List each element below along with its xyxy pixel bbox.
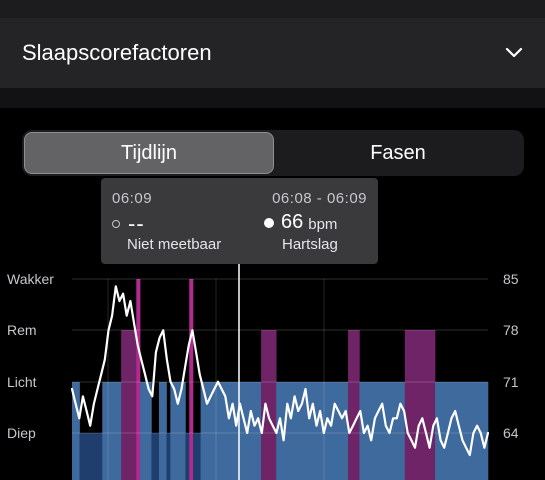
tooltip-stage-time: 06:09 (112, 190, 153, 207)
stage-segment-licht (158, 382, 167, 480)
stage-axis-label: Wakker (7, 271, 54, 287)
heart-rate-line (70, 285, 490, 457)
stage-segment-diep (166, 433, 171, 480)
hr-axis-label: 85 (503, 271, 519, 287)
tooltip-stage-value-group: -- (112, 211, 145, 237)
tab-tijdlijn[interactable]: Tijdlijn (24, 132, 274, 174)
tooltip-hr-value-group: 66 bpm (264, 211, 337, 234)
stage-segment-wakker (189, 279, 194, 480)
stage-segment-licht (276, 382, 349, 480)
top-strip (0, 0, 545, 18)
stage-segment-wakker (136, 279, 141, 480)
empty-circle-icon (112, 220, 120, 228)
stage-segment-licht (72, 382, 80, 480)
stage-segment-licht (170, 382, 186, 480)
tab-fasen[interactable]: Fasen (370, 141, 426, 164)
sleep-score-factors-header[interactable]: Slaapscorefactoren (0, 18, 545, 88)
view-segmented-control: Tijdlijn Fasen (22, 130, 524, 176)
tooltip-stage-label: Niet meetbaar (127, 236, 222, 253)
stage-segment-licht (102, 382, 122, 480)
tooltip-hr-time: 06:08 - 06:09 (272, 190, 367, 207)
stage-segment-diep (79, 433, 103, 480)
stage-segment-rem (404, 330, 436, 480)
sleep-timeline-chart[interactable]: Wakker Rem Licht Diep 85 78 71 64 (0, 260, 545, 480)
tooltip-hr-value: 66 (281, 211, 304, 233)
section-separator (0, 88, 545, 108)
hr-axis-label: 64 (503, 425, 519, 441)
tooltip-hr-unit: bpm (308, 215, 338, 233)
tooltip-stage-value: -- (128, 211, 145, 236)
section-title: Slaapscorefactoren (22, 40, 212, 65)
stage-segment-rem (121, 330, 137, 480)
hr-axis-label: 78 (503, 322, 519, 338)
stage-segment-rem (261, 330, 277, 480)
stage-segment-licht (140, 382, 152, 480)
chevron-down-icon[interactable] (505, 47, 523, 59)
stage-segment-diep (151, 433, 160, 480)
filled-circle-icon (264, 217, 274, 228)
tooltip-hr-label: Hartslag (282, 236, 338, 253)
stage-axis-label: Rem (7, 322, 37, 338)
stage-segment-rem (348, 330, 360, 480)
stage-segment-licht (359, 382, 406, 480)
stage-segment-diep (185, 433, 190, 480)
stage-segment-diep (193, 433, 201, 480)
stage-axis-label: Diep (7, 425, 36, 441)
stage-axis-label: Licht (7, 374, 37, 390)
hr-axis-label: 71 (503, 374, 519, 390)
timeline-tooltip: 06:09 06:08 - 06:09 -- 66 bpm Niet meetb… (101, 178, 378, 264)
